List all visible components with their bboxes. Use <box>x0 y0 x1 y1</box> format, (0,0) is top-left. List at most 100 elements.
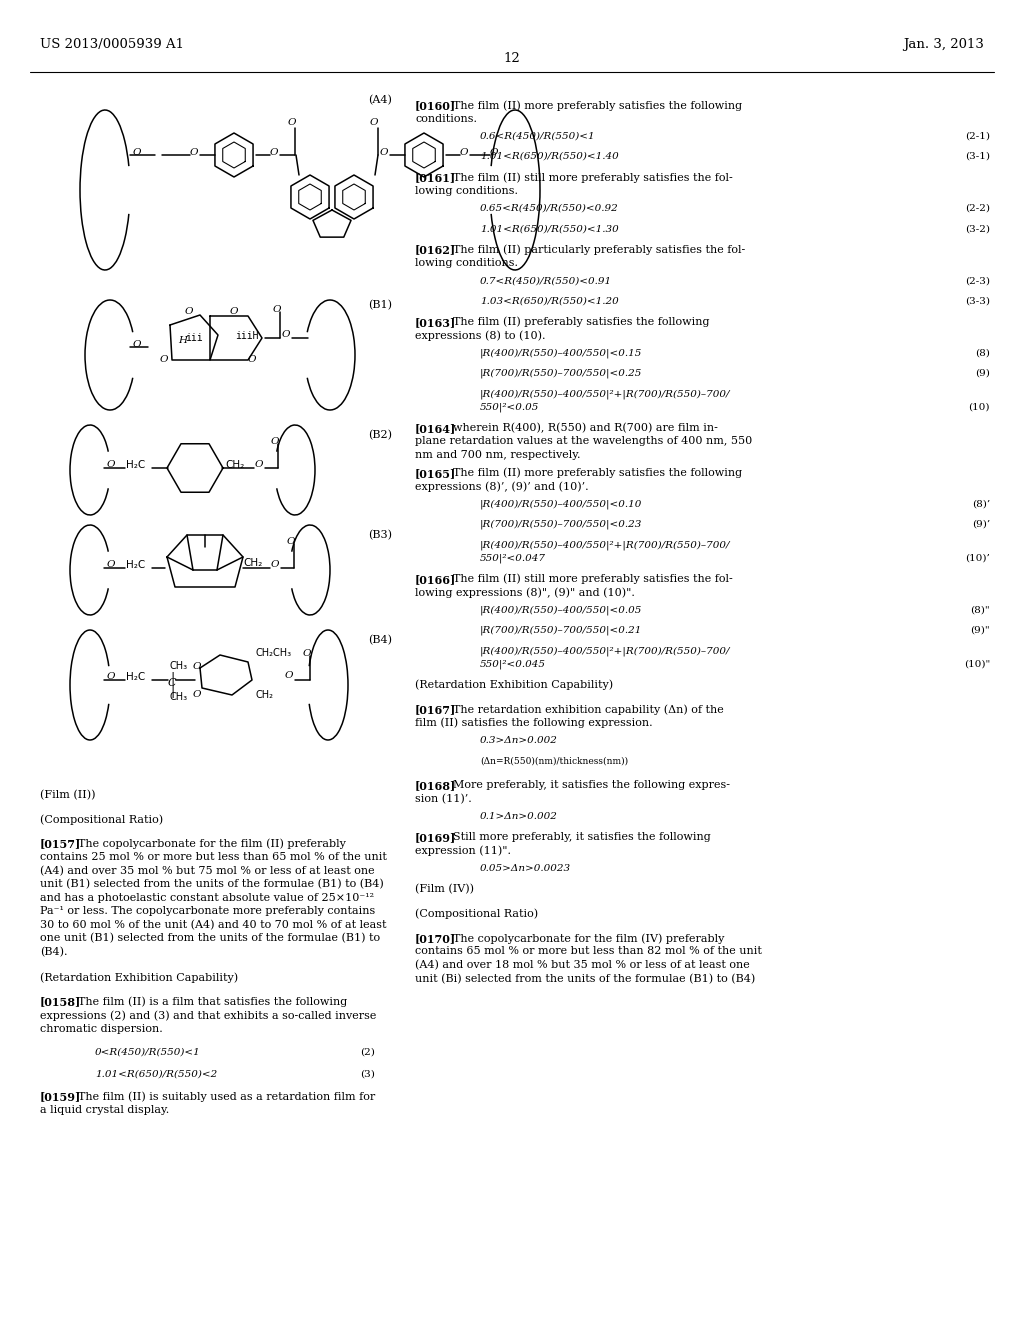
Text: nm and 700 nm, respectively.: nm and 700 nm, respectively. <box>415 450 581 459</box>
Text: O: O <box>230 308 239 315</box>
Text: H: H <box>178 337 187 345</box>
Text: [0167]: [0167] <box>415 704 457 715</box>
Text: [0168]: [0168] <box>415 780 457 792</box>
Text: CH₃: CH₃ <box>170 692 188 702</box>
Text: O: O <box>460 148 469 157</box>
Text: (2-3): (2-3) <box>965 276 990 285</box>
Text: The retardation exhibition capability (Δn) of the: The retardation exhibition capability (Δ… <box>453 704 724 714</box>
Text: (2-2): (2-2) <box>965 205 990 213</box>
Text: O: O <box>248 355 256 364</box>
Text: |R(400)/R(550)–400/550|<0.10: |R(400)/R(550)–400/550|<0.10 <box>480 499 642 510</box>
Text: H₂C: H₂C <box>126 459 145 470</box>
Text: 550|²<0.045: 550|²<0.045 <box>480 660 546 669</box>
Text: lowing conditions.: lowing conditions. <box>415 186 518 195</box>
Text: (Retardation Exhibition Capability): (Retardation Exhibition Capability) <box>415 680 613 690</box>
Text: (B1): (B1) <box>368 300 392 310</box>
Text: H₂C: H₂C <box>126 560 145 570</box>
Text: [0164]: [0164] <box>415 422 457 434</box>
Text: 1.01<R(650)/R(550)<1.30: 1.01<R(650)/R(550)<1.30 <box>480 224 618 234</box>
Text: (B3): (B3) <box>368 531 392 540</box>
Text: (B4): (B4) <box>368 635 392 645</box>
Text: and has a photoelastic constant absolute value of 25×10⁻¹²: and has a photoelastic constant absolute… <box>40 892 374 903</box>
Text: [0165]: [0165] <box>415 467 457 479</box>
Text: 0<R(450)/R(550)<1: 0<R(450)/R(550)<1 <box>95 1048 201 1057</box>
Text: (3-3): (3-3) <box>965 297 990 305</box>
Text: CH₂: CH₂ <box>243 558 262 568</box>
Text: O: O <box>303 649 311 657</box>
Text: lowing expressions (8)", (9)" and (10)".: lowing expressions (8)", (9)" and (10)". <box>415 587 635 598</box>
Text: [0159]: [0159] <box>40 1092 81 1102</box>
Text: a liquid crystal display.: a liquid crystal display. <box>40 1105 169 1114</box>
Text: 0.1>Δn>0.002: 0.1>Δn>0.002 <box>480 812 558 821</box>
Text: |: | <box>170 672 174 685</box>
Text: expressions (8)’, (9)’ and (10)’.: expressions (8)’, (9)’ and (10)’. <box>415 482 589 492</box>
Text: [0158]: [0158] <box>40 997 81 1007</box>
Text: O: O <box>193 690 202 700</box>
Text: O: O <box>185 308 194 315</box>
Text: US 2013/0005939 A1: US 2013/0005939 A1 <box>40 38 184 51</box>
Text: lowing conditions.: lowing conditions. <box>415 257 518 268</box>
Text: (Film (II)): (Film (II)) <box>40 789 95 800</box>
Text: The film (II) particularly preferably satisfies the fol-: The film (II) particularly preferably sa… <box>453 244 745 255</box>
Text: 12: 12 <box>504 51 520 65</box>
Text: (Compositional Ratio): (Compositional Ratio) <box>415 908 539 919</box>
Text: O: O <box>380 148 388 157</box>
Text: The film (II) is suitably used as a retardation film for: The film (II) is suitably used as a reta… <box>78 1092 375 1102</box>
Text: Pa⁻¹ or less. The copolycarbonate more preferably contains: Pa⁻¹ or less. The copolycarbonate more p… <box>40 906 375 916</box>
Text: [0169]: [0169] <box>415 833 457 843</box>
Text: 0.6<R(450)/R(550)<1: 0.6<R(450)/R(550)<1 <box>480 132 596 141</box>
Text: plane retardation values at the wavelengths of 400 nm, 550: plane retardation values at the waveleng… <box>415 436 753 446</box>
Text: O: O <box>190 148 199 157</box>
Text: [0170]: [0170] <box>415 933 456 944</box>
Text: (8)": (8)" <box>971 606 990 615</box>
Text: (9)’: (9)’ <box>972 520 990 529</box>
Text: (3): (3) <box>360 1069 375 1078</box>
Text: The film (II) more preferably satisfies the following: The film (II) more preferably satisfies … <box>453 100 742 111</box>
Text: (Film (IV)): (Film (IV)) <box>415 884 474 895</box>
Text: expressions (8) to (10).: expressions (8) to (10). <box>415 330 546 341</box>
Text: The film (II) preferably satisfies the following: The film (II) preferably satisfies the f… <box>453 317 710 327</box>
Text: |R(700)/R(550)–700/550|<0.25: |R(700)/R(550)–700/550|<0.25 <box>480 368 642 379</box>
Text: CH₃: CH₃ <box>170 661 188 671</box>
Text: Still more preferably, it satisfies the following: Still more preferably, it satisfies the … <box>453 833 711 842</box>
Text: O: O <box>287 537 296 546</box>
Text: O: O <box>271 560 280 569</box>
Text: The film (II) still more preferably satisfies the fol-: The film (II) still more preferably sati… <box>453 574 733 585</box>
Text: 1.01<R(650)/R(550)<2: 1.01<R(650)/R(550)<2 <box>95 1069 217 1078</box>
Text: The copolycarbonate for the film (II) preferably: The copolycarbonate for the film (II) pr… <box>78 838 346 849</box>
Text: 0.05>Δn>0.0023: 0.05>Δn>0.0023 <box>480 865 571 873</box>
Text: CH₂: CH₂ <box>225 459 245 470</box>
Text: O: O <box>271 437 280 446</box>
Text: O: O <box>490 148 499 157</box>
Text: 0.65<R(450)/R(550)<0.92: 0.65<R(450)/R(550)<0.92 <box>480 205 618 213</box>
Text: 0.7<R(450)/R(550)<0.91: 0.7<R(450)/R(550)<0.91 <box>480 276 612 285</box>
Text: (3-2): (3-2) <box>965 224 990 234</box>
Text: contains 25 mol % or more but less than 65 mol % of the unit: contains 25 mol % or more but less than … <box>40 853 387 862</box>
Text: (A4): (A4) <box>368 95 392 106</box>
Text: O: O <box>288 117 297 127</box>
Text: |R(400)/R(550)–400/550|²+|R(700)/R(550)–700/: |R(400)/R(550)–400/550|²+|R(700)/R(550)–… <box>480 540 730 549</box>
Text: film (II) satisfies the following expression.: film (II) satisfies the following expres… <box>415 718 652 729</box>
Text: O: O <box>193 663 202 671</box>
Text: [0157]: [0157] <box>40 838 81 850</box>
Text: CH₂: CH₂ <box>255 690 273 700</box>
Text: The film (II) more preferably satisfies the following: The film (II) more preferably satisfies … <box>453 467 742 478</box>
Text: O: O <box>106 672 116 681</box>
Text: (3-1): (3-1) <box>965 152 990 161</box>
Text: H₂C: H₂C <box>126 672 145 682</box>
Text: 550|²<0.05: 550|²<0.05 <box>480 403 540 412</box>
Text: (9): (9) <box>975 368 990 378</box>
Text: Jan. 3, 2013: Jan. 3, 2013 <box>903 38 984 51</box>
Text: unit (B1) selected from the units of the formulae (B1) to (B4): unit (B1) selected from the units of the… <box>40 879 384 890</box>
Text: 1.03<R(650)/R(550)<1.20: 1.03<R(650)/R(550)<1.20 <box>480 297 618 305</box>
Text: [0160]: [0160] <box>415 100 456 111</box>
Text: (B2): (B2) <box>368 430 392 441</box>
Text: O: O <box>133 341 141 348</box>
Text: CH₂CH₃: CH₂CH₃ <box>255 648 291 657</box>
Text: The film (II) still more preferably satisfies the fol-: The film (II) still more preferably sati… <box>453 172 733 182</box>
Text: expressions (2) and (3) and that exhibits a so-called inverse: expressions (2) and (3) and that exhibit… <box>40 1010 377 1020</box>
Text: (Compositional Ratio): (Compositional Ratio) <box>40 814 163 825</box>
Text: C: C <box>168 678 176 688</box>
Text: one unit (B1) selected from the units of the formulae (B1) to: one unit (B1) selected from the units of… <box>40 933 380 944</box>
Text: (A4) and over 35 mol % but 75 mol % or less of at least one: (A4) and over 35 mol % but 75 mol % or l… <box>40 866 375 876</box>
